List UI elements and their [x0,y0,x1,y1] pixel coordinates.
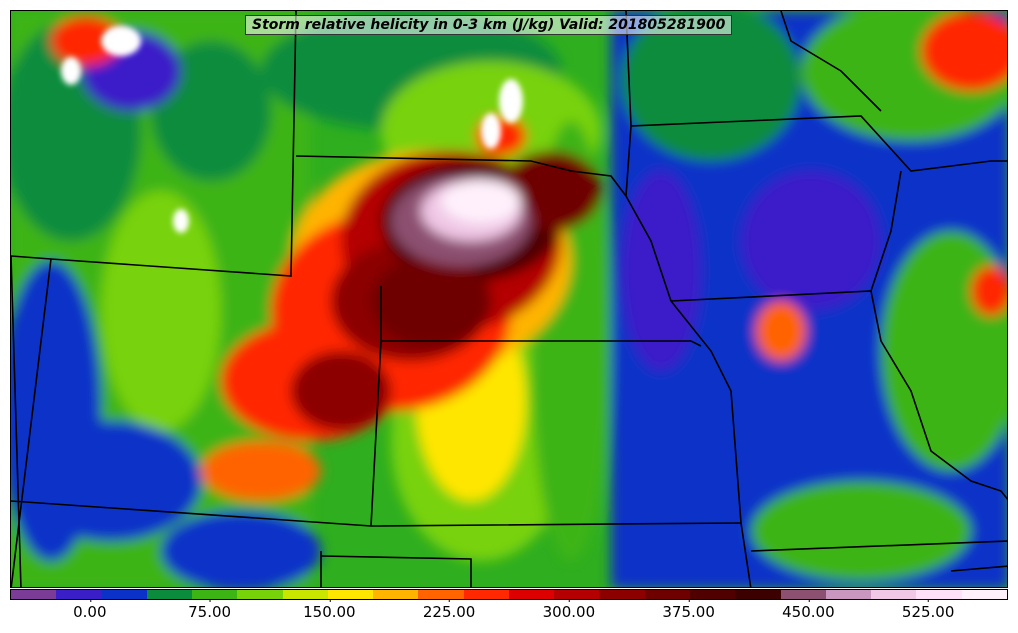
colorbar-tick-label: 375.00 [662,599,715,621]
colorbar-ticks: 0.00 75.00 150.00 225.00 300.00 375.00 450.00 5… [10,599,1008,630]
white-patches [61,26,523,233]
colorbar-segment [961,590,1007,599]
colorbar-segment [146,590,193,599]
colorbar-segment [101,590,147,599]
colorbar-segment [735,590,781,599]
colorbar-segment [871,590,917,599]
colorbar-tick-label: 300.00 [542,599,596,621]
colorbar-segment [689,590,736,599]
colorbar-segment [508,590,555,599]
colorbar-tick-label: 225.00 [422,599,476,621]
colorbar-segment [644,590,690,599]
colorbar-segment [599,590,645,599]
colorbar-segment [825,590,872,599]
colorbar-segment [11,590,57,599]
helicity-map [10,10,1008,588]
colorbar-tick-label: 450.00 [782,599,835,621]
colorbar-segment [56,590,102,599]
colorbar-segment [282,590,328,599]
colorbar-segment [916,590,962,599]
state-boundaries [11,11,1007,587]
colorbar [10,589,1008,600]
colorbar-segment [237,590,283,599]
colorbar-segment [780,590,826,599]
colorbar-segment [463,590,509,599]
colorbar-tick-label: 0.00 [73,599,107,621]
colorbar-segment [192,590,238,599]
colorbar-segment [327,590,374,599]
colorbar-tick-label: 150.00 [303,599,356,621]
colorbar-tick-label: 75.00 [188,599,232,621]
colorbar-tick-label: 525.00 [901,599,955,621]
map-title: Storm relative helicity in 0-3 km (J/kg)… [245,15,733,35]
colorbar-segment [373,590,419,599]
colorbar-segment [418,590,464,599]
colorbar-segment [554,590,600,599]
